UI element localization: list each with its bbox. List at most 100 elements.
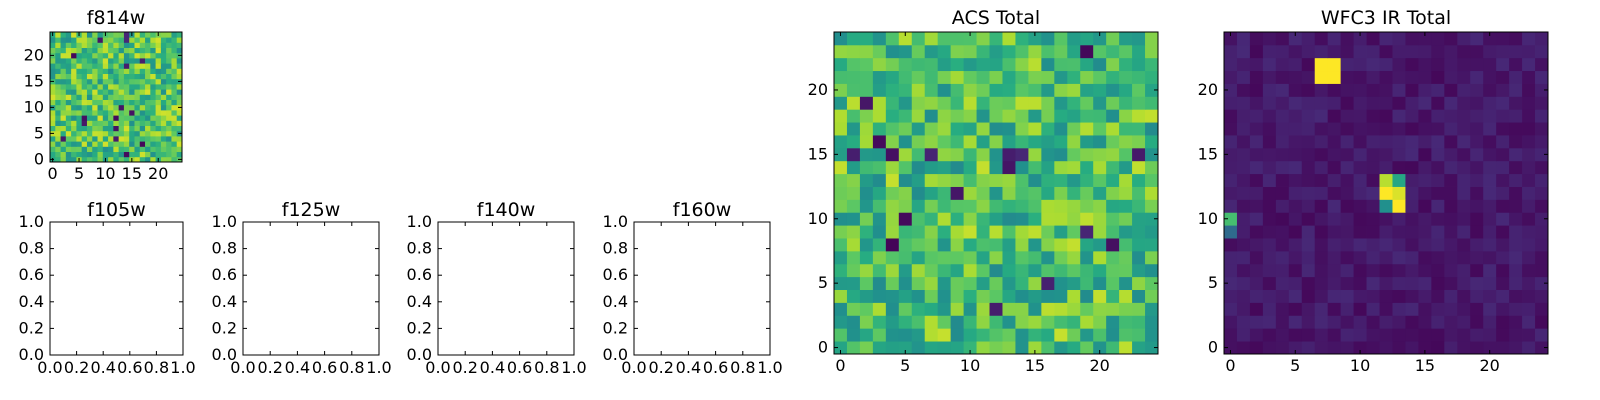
heatmap-cell [911,186,926,200]
heatmap-cell [1405,44,1419,59]
heatmap-cell [134,130,141,137]
heatmap-cell [1483,225,1497,239]
heatmap-cell [118,130,125,137]
heatmap-cell [108,52,114,59]
heatmap-cell [1249,212,1264,226]
heatmap-cell [1067,96,1081,110]
heatmap-cell [1509,328,1523,342]
heatmap-cell [1224,173,1238,187]
heatmap-cell [1353,160,1367,175]
heatmap-cell [1314,341,1329,355]
heatmap-cell [1145,302,1159,316]
heatmap-cell [65,99,72,106]
heatmap-cell [1041,289,1055,303]
heatmap-cell [171,63,178,69]
heatmap-cell [76,63,83,69]
heatmap-cell [81,42,88,48]
heatmap-cell [937,225,952,239]
heatmap-cell [1262,250,1277,265]
heatmap-cell [1431,96,1445,110]
heatmap-cell [1509,263,1523,278]
heatmap-cell [118,136,125,142]
heatmap-cell [950,32,964,46]
heatmap-cell [1132,135,1146,149]
heatmap-cell [81,104,88,111]
heatmap-cell [1224,302,1238,316]
heatmap-cell [885,57,900,72]
heatmap-cell [129,52,135,59]
heatmap-cell [1288,135,1303,149]
heatmap-cell [1444,109,1458,123]
heatmap-cell [1535,263,1549,278]
heatmap-cell [92,63,98,69]
heatmap-cell [65,73,72,80]
heatmap-cell [1145,122,1159,136]
heatmap-cell [1509,341,1523,355]
heatmap-cell [911,328,926,342]
heatmap-cell [1418,32,1432,46]
heatmap-cell [963,173,977,187]
heatmap-cell [911,341,926,355]
heatmap-cell [1496,70,1510,84]
heatmap-cell [139,151,146,158]
heatmap-cell [1224,96,1238,110]
heatmap-cell [1002,173,1016,187]
heatmap-cell [171,141,178,147]
heatmap-cell [1288,328,1303,342]
heatmap-cell [71,37,77,43]
heatmap-cell [1327,44,1342,59]
heatmap-cell [1288,32,1303,46]
heatmap-cell [1002,238,1016,252]
heatmap-cell [166,125,172,132]
heatmap-cell [1145,135,1159,149]
heatmap-cell [1288,147,1303,162]
heatmap-cell [1093,289,1107,303]
heatmap-cell [1470,147,1484,162]
heatmap-cell [55,125,61,132]
heatmap-cell [65,130,72,137]
panel-title: f125w [282,199,341,221]
heatmap-cell [1509,160,1523,175]
heatmap-cell [108,47,114,54]
heatmap-cell [139,136,146,142]
heatmap-cell [1041,83,1055,97]
heatmap-cell [160,136,167,142]
heatmap-cell [1444,212,1458,226]
heatmap-cell [129,89,135,95]
heatmap-cell [1431,70,1445,84]
heatmap-cell [139,37,146,43]
heatmap-cell [155,104,162,111]
heatmap-cell [86,47,93,54]
heatmap-cell [145,141,151,147]
heatmap-cell [155,151,162,158]
heatmap-cell [150,37,156,43]
y-tick-label: 0.2 [19,318,44,337]
heatmap-cell [898,122,913,136]
heatmap-cell [1236,70,1251,84]
heatmap-cell [1483,328,1497,342]
heatmap-cell [859,83,874,97]
heatmap-cell [989,341,1003,355]
heatmap-cell [1405,186,1419,200]
heatmap-cell [1353,250,1367,265]
heatmap-cell [123,110,130,116]
heatmap-cell [123,151,130,158]
heatmap-cell [1249,96,1264,110]
heatmap-cell [129,125,135,132]
heatmap-cell [1224,341,1238,355]
heatmap-cell [1249,57,1264,72]
heatmap-cell [129,94,135,100]
heatmap-cell [86,156,93,163]
heatmap-cell [1093,341,1107,355]
heatmap-cell [1301,44,1316,59]
heatmap-cell [55,141,61,147]
heatmap-cell [166,141,172,147]
heatmap-cell [885,70,900,84]
heatmap-cell [859,57,874,72]
heatmap-cell [134,68,141,74]
heatmap-cell [1106,212,1120,226]
heatmap-cell [1509,225,1523,239]
heatmap-cell [976,212,990,226]
heatmap-cell [1041,160,1055,175]
heatmap-cell [1275,32,1290,46]
